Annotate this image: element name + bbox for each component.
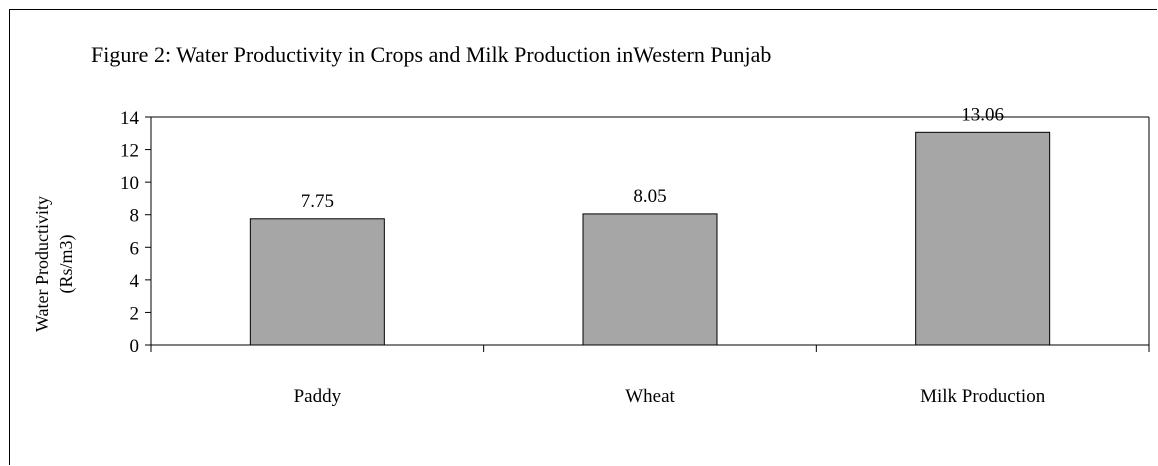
chart-title: Figure 2: Water Productivity in Crops an… (91, 42, 772, 67)
bar (915, 131, 1051, 346)
y-tick-label: 8 (130, 206, 140, 227)
y-tick-label: 6 (130, 238, 140, 259)
bar (582, 213, 718, 346)
bar-value-label: 8.05 (633, 186, 666, 207)
bar (249, 218, 385, 346)
y-axis-label-line2: (Rs/m3) (56, 234, 77, 293)
bar-value-label: 7.75 (301, 191, 334, 212)
bar-value-label: 13.06 (961, 104, 1004, 125)
y-tick-label: 4 (130, 271, 140, 292)
plot-area: 0 2 4 6 8 10 12 14 7.75 Paddy 8.05 Wheat 13.06 Milk P… (120, 104, 1150, 407)
x-tick-label: Wheat (625, 386, 675, 407)
x-tick-label: Paddy (294, 386, 342, 407)
chart-frame (9, 9, 1157, 465)
y-axis-label-line1: Water Productivity (32, 196, 52, 332)
y-tick-label: 2 (130, 303, 140, 324)
y-tick-label: 0 (130, 336, 140, 357)
y-tick-label: 10 (120, 173, 139, 194)
y-tick-label: 14 (120, 108, 140, 129)
y-tick-label: 12 (120, 141, 139, 162)
x-tick-label: Milk Production (920, 386, 1046, 407)
